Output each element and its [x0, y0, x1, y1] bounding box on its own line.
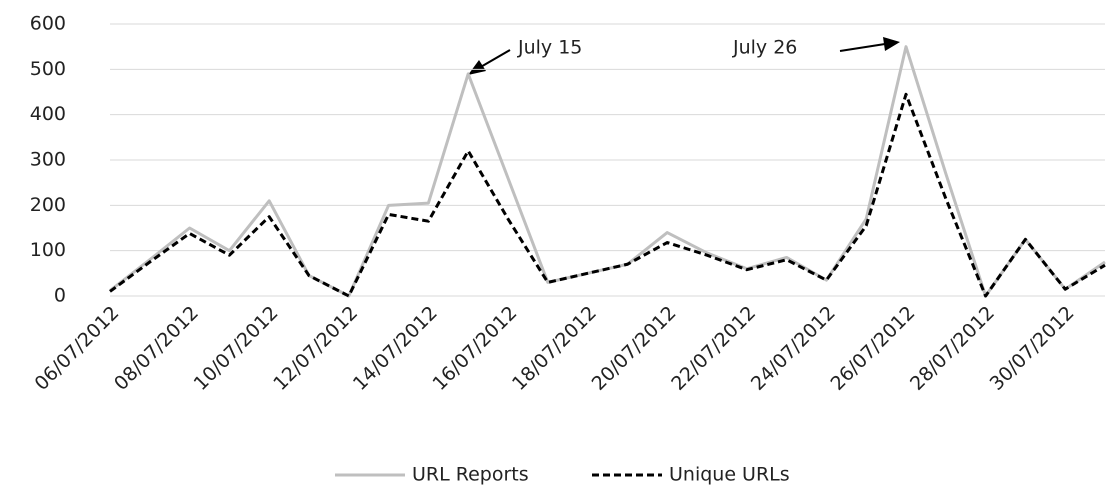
legend-label: Unique URLs — [669, 464, 790, 486]
x-tick-label: 20/07/2012 — [588, 302, 681, 395]
annotation-arrowhead — [883, 37, 900, 51]
annotation-arrowhead — [468, 60, 486, 75]
y-tick-label: 100 — [30, 239, 66, 261]
x-tick-label: 24/07/2012 — [747, 302, 840, 395]
x-tick-label: 08/07/2012 — [110, 302, 203, 395]
y-tick-label: 600 — [30, 13, 66, 35]
legend-label: URL Reports — [412, 464, 529, 486]
x-tick-label: 12/07/2012 — [269, 302, 362, 395]
x-tick-label: 10/07/2012 — [190, 302, 283, 395]
x-tick-label: 22/07/2012 — [667, 302, 760, 395]
annotation-arrow — [839, 43, 886, 52]
x-tick-label: 30/07/2012 — [986, 302, 1079, 395]
x-tick-label: 26/07/2012 — [826, 302, 919, 395]
annotation: July 26 — [732, 37, 797, 59]
y-tick-label: 500 — [30, 58, 66, 80]
x-tick-label: 14/07/2012 — [349, 302, 442, 395]
x-tick-label: 06/07/2012 — [30, 302, 123, 395]
y-tick-label: 0 — [54, 285, 66, 307]
x-tick-label: 18/07/2012 — [508, 302, 601, 395]
y-tick-label: 300 — [30, 149, 66, 171]
annotation: July 15 — [517, 37, 582, 59]
y-tick-label: 200 — [30, 194, 66, 216]
x-tick-label: 28/07/2012 — [906, 302, 999, 395]
series-line — [109, 45, 1106, 298]
y-tick-label: 400 — [30, 103, 66, 125]
series-line — [109, 92, 1106, 298]
x-tick-label: 16/07/2012 — [428, 302, 521, 395]
